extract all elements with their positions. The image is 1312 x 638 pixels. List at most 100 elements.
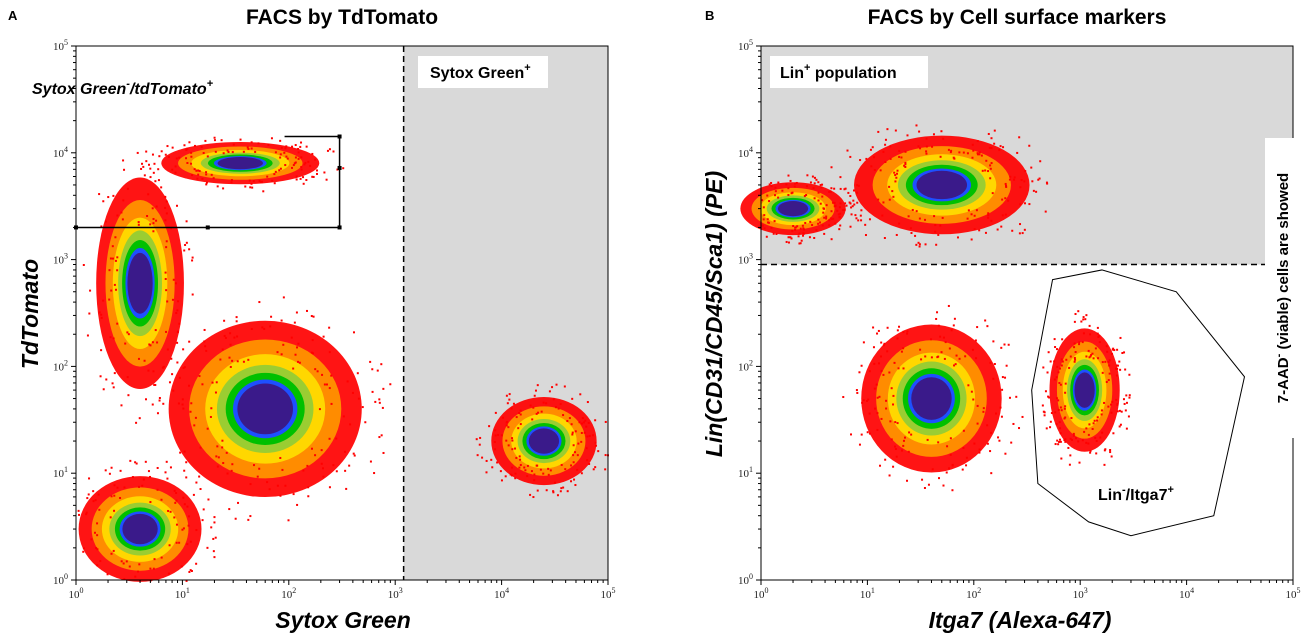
panel-b-event-dot: [879, 169, 882, 172]
panel-a-event-dot: [382, 451, 385, 454]
panel-b-event-dot: [1089, 333, 1092, 336]
panel-a-event-dot: [184, 243, 187, 246]
panel-b-event-dot: [787, 241, 790, 244]
panel-a-population-4: [96, 177, 184, 390]
panel-a-event-dot: [535, 464, 538, 467]
panel-a-event-dot: [568, 417, 571, 420]
panel-b-event-dot: [853, 203, 856, 206]
panel-a-event-dot: [267, 143, 270, 146]
panel-a-event-dot: [207, 498, 210, 501]
panel-a-y-tick-label: 102: [53, 358, 68, 373]
panel-b-event-dot: [889, 145, 892, 148]
panel-a-event-dot: [321, 373, 324, 376]
panel-a-event-dot: [195, 529, 198, 532]
panel-a-event-dot: [310, 351, 313, 354]
panel-b-event-dot: [1106, 350, 1109, 353]
panel-b-event-dot: [834, 222, 837, 225]
panel-b-event-dot: [1055, 376, 1058, 379]
panel-b-event-dot: [865, 399, 868, 402]
panel-a-event-dot: [247, 147, 250, 150]
panel-a-event-dot: [113, 509, 116, 512]
panel-b-event-dot: [931, 145, 934, 148]
panel-a-event-dot: [141, 162, 144, 165]
panel-a-event-dot: [258, 467, 261, 470]
panel-b-event-dot: [924, 355, 927, 358]
panel-a-x-tick-label: 105: [601, 586, 616, 601]
tick-exponent: 4: [505, 586, 509, 595]
panel-b-event-dot: [996, 228, 999, 231]
panel-a-event-dot: [193, 424, 196, 427]
panel-b-event-dot: [937, 233, 940, 236]
panel-b-event-dot: [1061, 338, 1064, 341]
panel-b-event-dot: [1073, 360, 1076, 363]
panel-a-event-dot: [104, 220, 107, 223]
panel-b-event-dot: [1047, 395, 1050, 398]
panel-a-event-dot: [547, 467, 550, 470]
panel-b-event-dot: [861, 401, 864, 404]
panel-a-event-dot: [89, 289, 92, 292]
panel-b-event-dot: [986, 442, 989, 445]
panel-b-event-dot: [1065, 358, 1068, 361]
panel-a-event-dot: [295, 175, 298, 178]
panel-b-event-dot: [873, 362, 876, 365]
panel-b-event-dot: [1005, 185, 1008, 188]
panel-a-event-dot: [164, 219, 167, 222]
panel-b-event-dot: [1078, 461, 1081, 464]
panel-b-event-dot: [1074, 351, 1077, 354]
panel-a-event-dot: [326, 149, 329, 152]
panel-b-event-dot: [849, 225, 852, 228]
panel-b-event-dot: [873, 156, 876, 159]
panel-a-event-dot: [173, 489, 176, 492]
panel-b-event-dot: [1072, 434, 1075, 437]
panel-a-event-dot: [200, 145, 203, 148]
panel-a-event-dot: [217, 456, 220, 459]
tick-exponent: 3: [1084, 586, 1088, 595]
panel-a-event-dot: [175, 499, 178, 502]
panel-b-event-dot: [1023, 202, 1026, 205]
panel-a-event-dot: [332, 150, 335, 153]
panel-a-event-dot: [147, 163, 150, 166]
panel-a-event-dot: [102, 388, 105, 391]
panel-a-event-dot: [109, 257, 112, 260]
panel-b-event-dot: [898, 222, 901, 225]
panel-a-event-dot: [188, 384, 191, 387]
panel-a-event-dot: [135, 421, 138, 424]
panel-b-event-dot: [951, 489, 954, 492]
panel-a-event-dot: [188, 248, 191, 251]
panel-a-event-dot: [517, 427, 520, 430]
panel-a-event-dot: [86, 497, 89, 500]
panel-a-event-dot: [342, 167, 345, 170]
panel-b-event-dot: [958, 357, 961, 360]
panel-a-event-dot: [284, 147, 287, 150]
panel-a-gate-shade-1: [403, 46, 608, 580]
tick-base: 10: [281, 589, 293, 601]
panel-a-event-dot: [190, 155, 193, 158]
panel-a-event-dot: [137, 357, 140, 360]
panel-b-event-dot: [1041, 404, 1044, 407]
panel-a-event-dot: [294, 156, 297, 159]
panel-a-event-dot: [186, 147, 189, 150]
panel-b-event-dot: [989, 361, 992, 364]
panel-b-event-dot: [1110, 411, 1113, 414]
panel-a-event-dot: [185, 476, 188, 479]
panel-b-event-dot: [1001, 198, 1004, 201]
panel-a-event-dot: [183, 366, 186, 369]
panel-b-event-dot: [1049, 426, 1052, 429]
panel-a-event-dot: [145, 160, 148, 163]
panel-b-event-dot: [1060, 364, 1063, 367]
panel-b-event-dot: [898, 325, 901, 328]
panel-a-event-dot: [579, 393, 582, 396]
panel-a-event-dot: [87, 493, 90, 496]
panel-b-event-dot: [950, 329, 953, 332]
panel-a-event-dot: [294, 353, 297, 356]
panel-b-event-dot: [1043, 414, 1046, 417]
tick-base: 10: [601, 589, 613, 601]
panel-a-event-dot: [154, 180, 157, 183]
panel-a-event-dot: [297, 342, 300, 345]
panel-a-event-dot: [252, 180, 255, 183]
panel-a-event-dot: [230, 181, 233, 184]
panel-a-event-dot: [505, 424, 508, 427]
panel-b-event-dot: [948, 467, 951, 470]
panel-b-event-dot: [825, 215, 828, 218]
panel-b-event-dot: [883, 237, 886, 240]
